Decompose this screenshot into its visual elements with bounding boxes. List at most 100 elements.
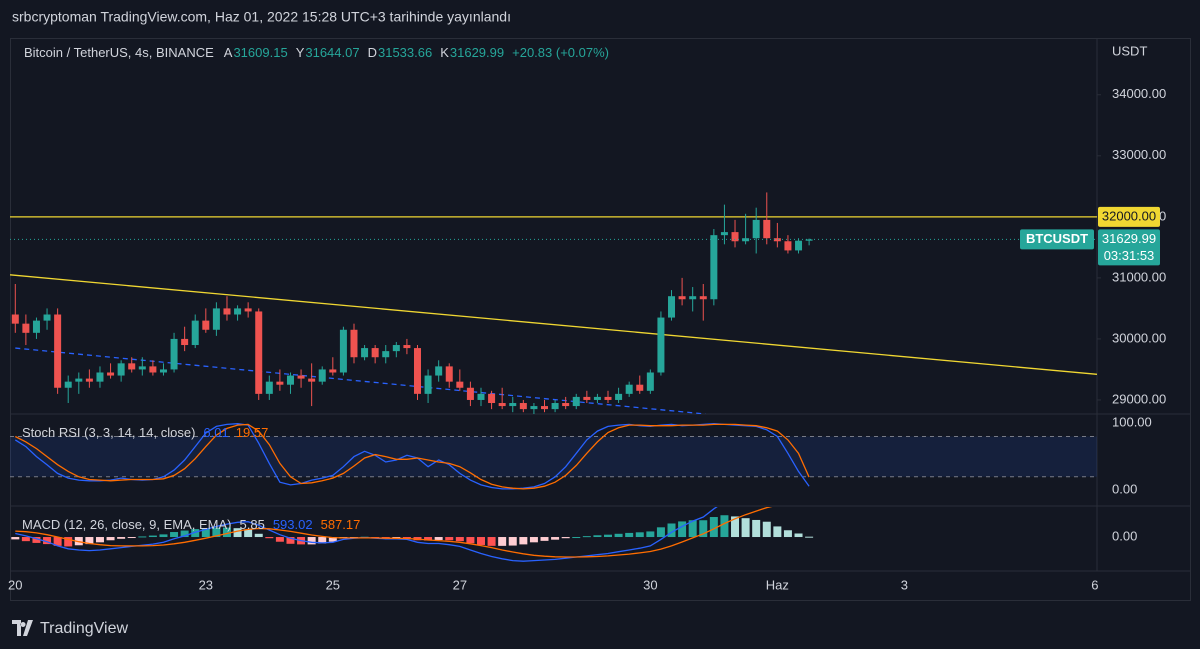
histogram-bar: [381, 537, 390, 539]
histogram-bar: [265, 537, 274, 539]
histogram-bar: [254, 533, 263, 538]
ohlc-value: 31609.15: [233, 45, 287, 60]
candle-body: [339, 329, 347, 373]
histogram-bar: [551, 537, 560, 540]
histogram-bar: [688, 520, 697, 538]
indicator-legend: MACD (12, 26, close, 9, EMA, EMA) 5.85 593…: [22, 517, 360, 532]
histogram-bar: [212, 527, 221, 538]
candle-body: [689, 296, 697, 300]
histogram-bar: [498, 537, 507, 546]
trendline: [10, 274, 1097, 375]
currency: USDT: [1112, 43, 1147, 58]
histogram-bar: [402, 537, 411, 539]
candle-body: [593, 396, 601, 400]
x-tick-label: 23: [199, 577, 213, 592]
histogram-bar: [21, 537, 30, 542]
candle-body: [329, 369, 337, 373]
candle-body: [138, 366, 146, 370]
candle-body: [75, 378, 83, 382]
histogram-bar: [43, 537, 52, 545]
histogram-bar: [752, 519, 761, 538]
histogram-bar: [85, 537, 94, 545]
candle-body: [191, 320, 199, 346]
histogram-bar: [529, 537, 538, 543]
brand: TradingView: [12, 620, 128, 637]
ohlc-value: 31533.66: [378, 45, 432, 60]
candle-body: [276, 381, 284, 385]
histogram-bar: [127, 537, 136, 539]
brand-name: TradingView: [40, 620, 128, 637]
level-tag: [1098, 206, 1160, 227]
candle-body: [318, 369, 326, 382]
candle-body: [85, 378, 93, 382]
candle-body: [297, 375, 305, 379]
candle-body: [212, 308, 220, 330]
candle-body: [255, 311, 263, 394]
candle-body: [625, 384, 633, 394]
overlay: 20 23 25 27 30 Haz 3 6 29000.00 30000.00 31000.00 3…: [8, 43, 1166, 592]
histogram-bar: [95, 537, 104, 543]
histogram-bar: [593, 535, 602, 538]
indicator-line: [15, 507, 773, 558]
histogram-bar: [191, 529, 200, 538]
price-pane: [10, 192, 1097, 414]
indicator-value: 5.85: [240, 517, 265, 532]
candle-body: [22, 323, 30, 333]
histogram-bar: [699, 520, 708, 538]
histogram-bar: [318, 537, 327, 544]
histogram-bar: [625, 532, 634, 538]
histogram-bar: [646, 531, 655, 538]
x-tick-label: 3: [901, 577, 908, 592]
candle-body: [128, 363, 136, 370]
histogram-bar: [762, 521, 771, 538]
histogram-bar: [476, 537, 485, 545]
x-tick-label: 6: [1091, 577, 1098, 592]
histogram-bar: [614, 533, 623, 538]
histogram-bar: [53, 537, 62, 546]
histogram-bar: [159, 534, 168, 538]
last-price-label: 31629.99: [1102, 231, 1156, 246]
histogram-bar: [519, 537, 528, 545]
histogram-bar: [773, 526, 782, 538]
indicator-legend: Stoch RSI (3, 3, 14, 14, close) 6.01 19.57: [22, 425, 268, 440]
candle-body: [435, 366, 443, 376]
histogram-bar: [794, 533, 803, 538]
candle-body: [54, 314, 62, 388]
indicator-title: Stoch RSI (3, 3, 14, 14, close): [22, 425, 195, 440]
last-price-tag: [1098, 229, 1160, 266]
ohlc-letter: K: [440, 45, 449, 60]
legend: Bitcoin / TetherUS, 4s, BINANCE A31609.15…: [24, 45, 609, 60]
y-tick-label: 30000.00: [1112, 330, 1166, 345]
histogram-bar: [434, 537, 443, 540]
candle-body: [149, 366, 157, 373]
x-tick-label: Haz: [766, 577, 789, 592]
candle-body: [615, 393, 623, 400]
chart-frame: [10, 38, 1191, 601]
histogram-bar: [201, 528, 210, 538]
candle-body: [541, 406, 549, 410]
histogram-bar: [572, 537, 581, 539]
histogram-bar: [635, 532, 644, 538]
legend-title: Bitcoin / TetherUS, 4s, BINANCE: [24, 45, 214, 60]
candle-body: [445, 366, 453, 382]
candle-body: [32, 320, 40, 333]
candle-body: [530, 406, 538, 410]
ohlc-value: 31629.99: [450, 45, 504, 60]
ohlc-value: 31644.07: [305, 45, 359, 60]
candle-body: [551, 403, 559, 410]
candle-body: [583, 396, 591, 400]
candle-body: [752, 219, 760, 239]
candle-body: [96, 372, 104, 382]
ohlc-letter: A: [224, 45, 233, 60]
histogram-bar: [709, 517, 718, 538]
candle-body: [795, 240, 803, 251]
candle-body: [699, 296, 707, 300]
y-tick-label: 34000.00: [1112, 86, 1166, 101]
trendline: [15, 347, 706, 414]
symbol-label: BTCUSDT: [1026, 231, 1088, 246]
brand-logo: [12, 620, 33, 636]
candle-body: [308, 378, 316, 382]
histogram-bar: [667, 523, 676, 538]
histogram-bar: [106, 537, 115, 541]
histogram-bar: [233, 528, 242, 538]
